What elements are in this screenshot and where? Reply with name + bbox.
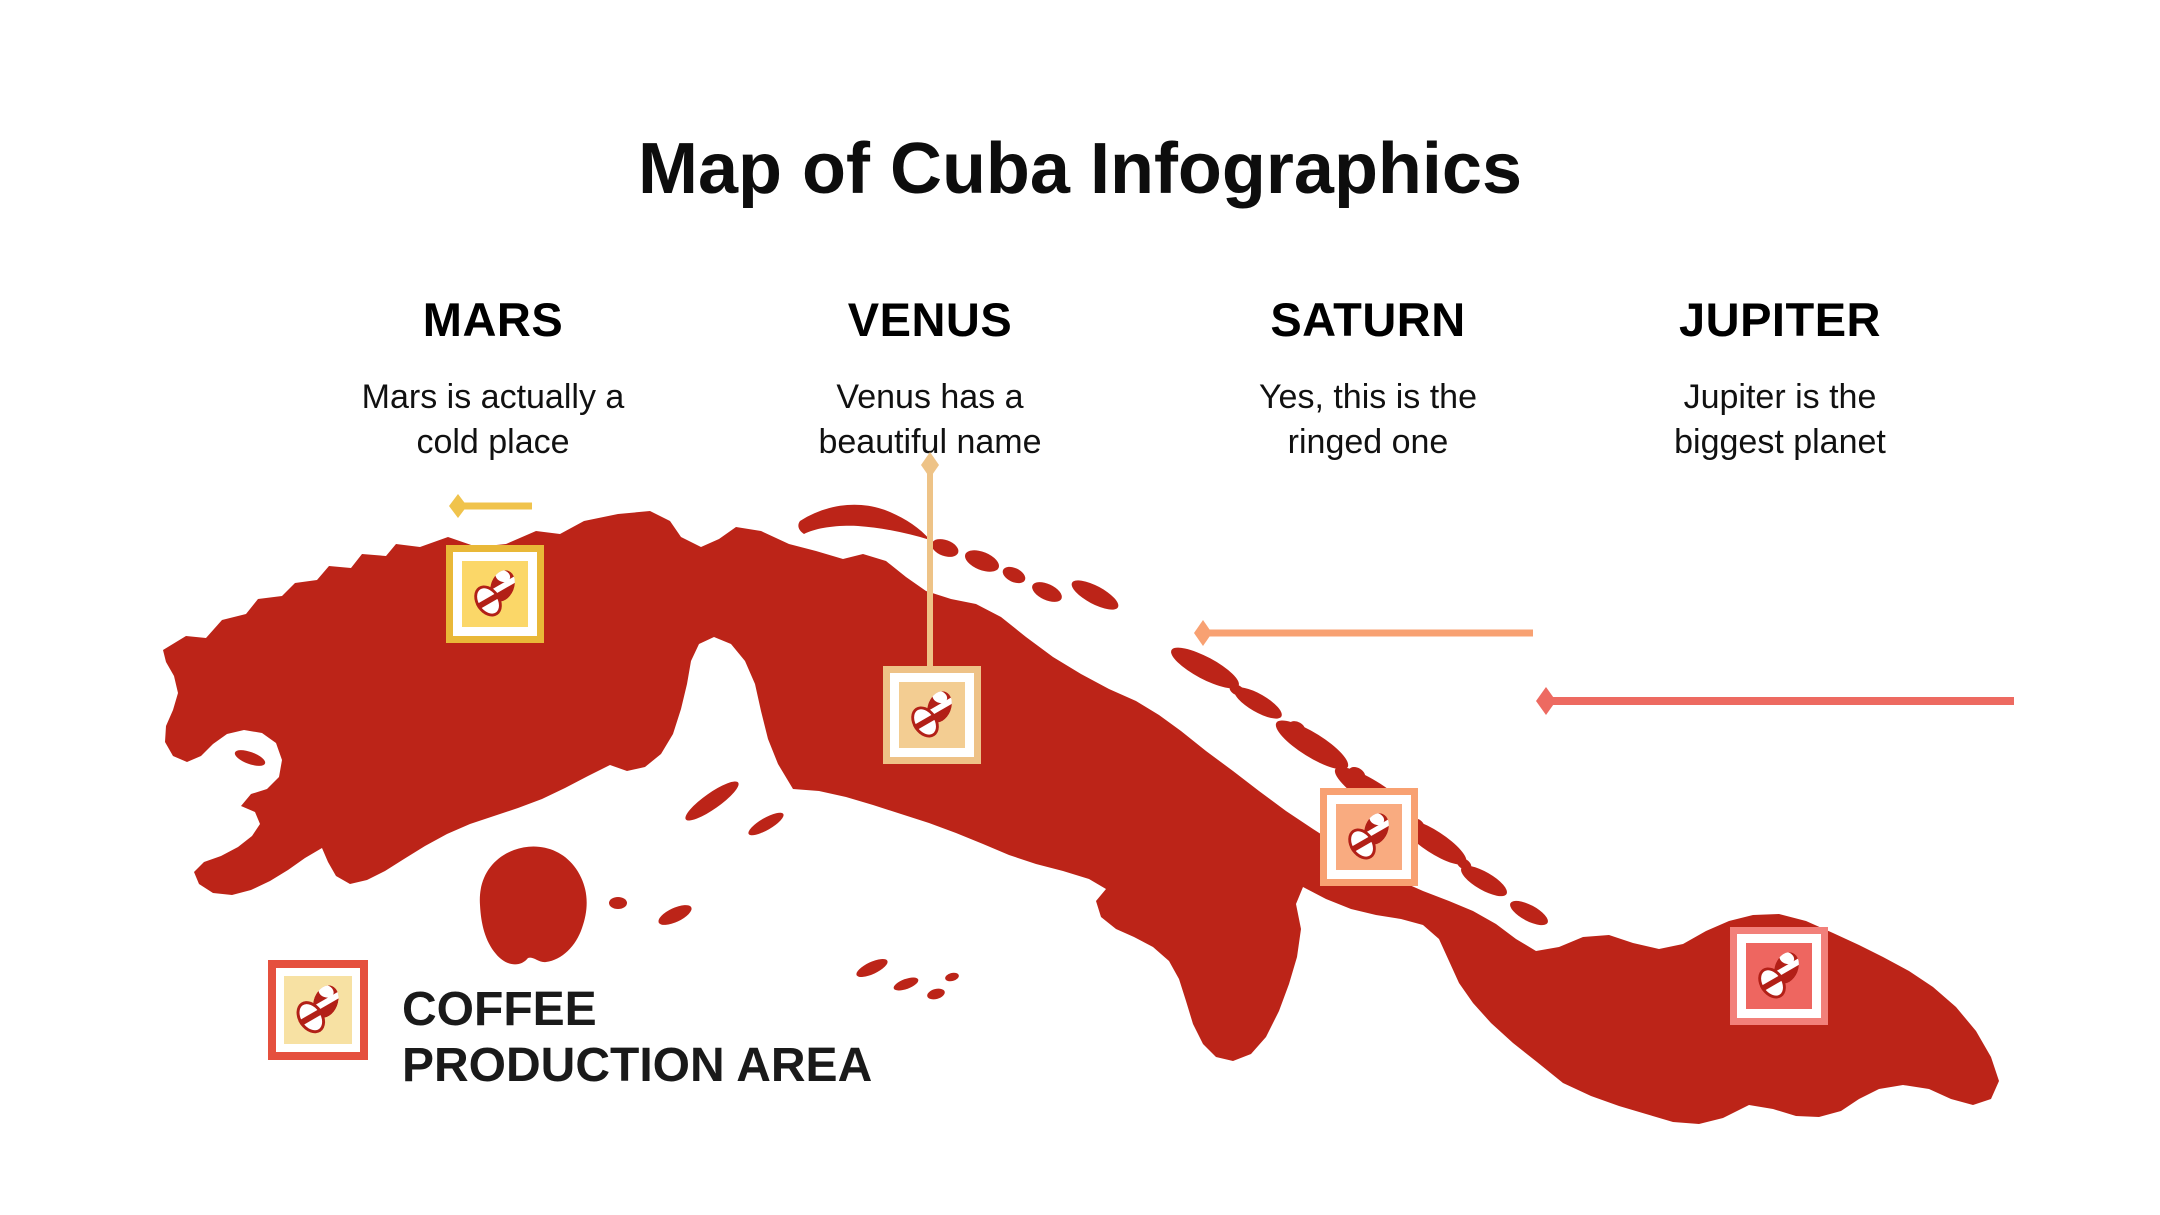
coffee-beans-icon — [466, 565, 524, 623]
planet-description-venus: Venus has a beautiful name — [818, 378, 1042, 461]
map-marker-mars-fill — [462, 561, 528, 627]
legend-label: COFFEE PRODUCTION AREA — [402, 983, 873, 1092]
planet-name-jupiter: JUPITER — [1679, 293, 1881, 346]
map-marker-jupiter-fill — [1746, 943, 1812, 1009]
map-marker-jupiter — [1730, 927, 1828, 1025]
planet-column-mars: MARS Mars is actually a cold place — [303, 292, 683, 465]
connector-venus — [921, 452, 939, 700]
cuba-isla-juventud — [479, 846, 587, 965]
connector-mars — [449, 494, 532, 518]
cuba-main-island — [163, 511, 1999, 1124]
planet-description-jupiter: Jupiter is the biggest planet — [1674, 378, 1886, 461]
map-marker-mars — [446, 545, 544, 643]
map-marker-venus-fill — [899, 682, 965, 748]
diamond-endpoint-venus — [921, 452, 939, 478]
planet-description-saturn: Yes, this is the ringed one — [1259, 378, 1477, 461]
connector-saturn — [1194, 620, 1533, 646]
planet-column-venus: VENUS Venus has a beautiful name — [740, 292, 1120, 465]
planet-name-venus: VENUS — [847, 293, 1013, 346]
cuba-key — [798, 504, 930, 540]
cuba-landmass — [163, 504, 1999, 1124]
legend-marker — [268, 960, 368, 1060]
map-marker-saturn — [1320, 788, 1418, 886]
coffee-beans-icon — [903, 686, 961, 744]
coffee-beans-icon — [1340, 808, 1398, 866]
legend: COFFEE PRODUCTION AREA — [268, 960, 872, 1093]
page-title: Map of Cuba Infographics — [637, 129, 1522, 209]
legend-marker-fill — [284, 976, 352, 1044]
coffee-beans-icon — [288, 980, 348, 1040]
diamond-endpoint-saturn — [1194, 620, 1212, 646]
planet-name-saturn: SATURN — [1270, 293, 1466, 346]
planet-name-mars: MARS — [422, 293, 564, 346]
planet-column-saturn: SATURN Yes, this is the ringed one — [1178, 292, 1558, 465]
coffee-beans-icon — [1750, 947, 1808, 1005]
connector-jupiter — [1536, 687, 2014, 715]
map-marker-venus — [883, 666, 981, 764]
map-marker-saturn-fill — [1336, 804, 1402, 870]
diamond-endpoint-jupiter — [1536, 687, 1556, 715]
planet-description-mars: Mars is actually a cold place — [361, 378, 625, 461]
diamond-endpoint-mars — [449, 494, 467, 518]
planet-column-jupiter: JUPITER Jupiter is the biggest planet — [1590, 292, 1970, 465]
